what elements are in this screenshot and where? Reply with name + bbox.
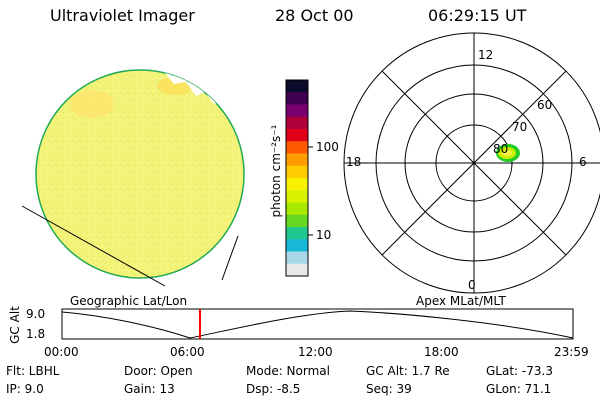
- globe-disk: [35, 69, 245, 279]
- colorbar-stripe: [286, 129, 308, 142]
- info-gain: Gain: 13: [124, 382, 175, 396]
- colorbar-stripe: [286, 178, 308, 191]
- colorbar-stripe: [286, 92, 308, 105]
- polar-label: Apex MLat/MLT: [416, 294, 506, 308]
- timeline-xtick-1200: 12:00: [298, 345, 333, 359]
- info-filter: Flt: LBHL: [6, 364, 60, 378]
- colorbar: [285, 79, 313, 277]
- colorbar-stripe: [286, 80, 308, 93]
- orbit-altitude-curve: [61, 310, 574, 339]
- info-door: Door: Open: [124, 364, 193, 378]
- observation-date: 28 Oct 00: [275, 6, 354, 25]
- timeline-ymax: 9.0: [26, 307, 46, 321]
- timeline-xtick-1800: 18:00: [424, 345, 459, 359]
- colorbar-tick-label-100: 100: [316, 140, 339, 154]
- aurora-spot: [496, 144, 520, 162]
- colorbar-stripe: [286, 104, 308, 118]
- mlt-label-6: 6: [579, 155, 587, 169]
- observation-time: 06:29:15 UT: [428, 6, 527, 25]
- colorbar-stripe: [286, 227, 308, 240]
- globe-limb-arc: [221, 235, 239, 281]
- mlt-label-12: 12: [478, 48, 494, 62]
- info-gc-alt: GC Alt: 1.7 Re: [366, 364, 450, 378]
- info-ip: IP: 9.0: [6, 382, 44, 396]
- colorbar-stripe: [286, 165, 308, 179]
- globe-label: Geographic Lat/Lon: [70, 294, 188, 308]
- colorbar-stripe: [286, 239, 308, 252]
- colorbar-frame: [285, 79, 309, 277]
- info-dsp: Dsp: -8.5: [246, 382, 301, 396]
- timeline-xtick-0600: 06:00: [170, 345, 205, 359]
- lat-label-60: 60: [537, 98, 553, 112]
- info-mode: Mode: Normal: [246, 364, 330, 378]
- lat-label-70: 70: [512, 120, 528, 134]
- polar-plot: [343, 32, 600, 294]
- mlt-label-18: 18: [346, 155, 362, 169]
- mlt-label-0: 0: [468, 278, 476, 292]
- colorbar-stripe: [286, 190, 308, 203]
- timeline-ymin: 1.8: [26, 327, 46, 341]
- colorbar-tick-label-10: 10: [316, 228, 332, 242]
- colorbar-label: photon cm⁻²s⁻¹: [269, 124, 283, 218]
- info-glon: GLon: 71.1: [486, 382, 552, 396]
- info-glat: GLat: -73.3: [486, 364, 553, 378]
- colorbar-stripe: [286, 116, 308, 130]
- info-seq: Seq: 39: [366, 382, 412, 396]
- timeline-panel: [61, 308, 574, 340]
- timeline-ylabel: GC Alt: [8, 306, 22, 344]
- timeline-xtick-0000: 00:00: [44, 345, 79, 359]
- colorbar-stripe: [286, 202, 308, 216]
- colorbar-stripe: [286, 153, 308, 167]
- colorbar-stripe: [286, 251, 308, 265]
- timeline-xtick-2359: 23:59: [554, 345, 589, 359]
- lat-label-80: 80: [493, 142, 509, 156]
- globe-image: [21, 69, 245, 287]
- colorbar-stripe: [286, 214, 308, 228]
- instrument-title: Ultraviolet Imager: [50, 6, 195, 25]
- colorbar-stripe: [286, 141, 308, 154]
- colorbar-stripe: [286, 263, 308, 277]
- globe-terminator-line: [21, 205, 166, 287]
- polar-diagonal-b: [381, 70, 567, 256]
